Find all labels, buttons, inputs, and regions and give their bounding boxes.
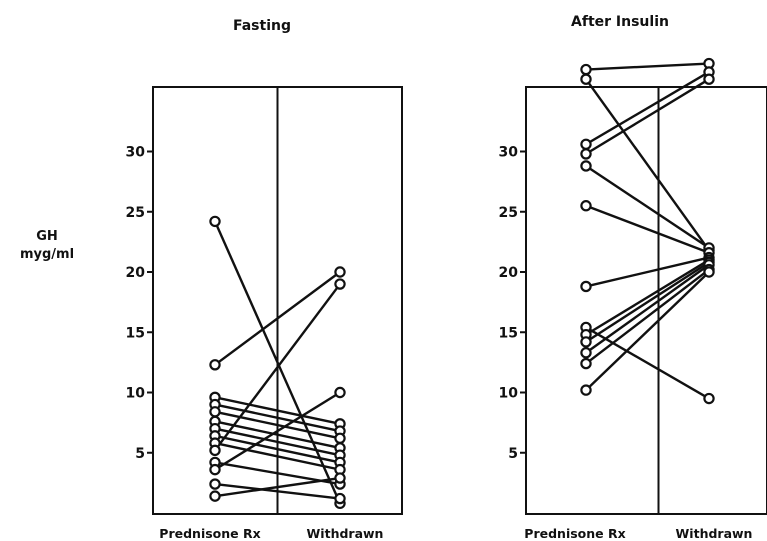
pair-line (214, 410, 341, 440)
data-points (209, 215, 346, 510)
x-category-label: Withdrawn (307, 526, 384, 541)
y-tick-label: 25 (126, 205, 145, 221)
pair-line (585, 204, 710, 254)
pair-line (214, 441, 341, 471)
pair-line (214, 482, 341, 500)
point-prednisone (580, 280, 592, 293)
y-axis-label-line1: GH (36, 229, 58, 244)
y-tick-label: 15 (499, 325, 518, 341)
y-tick-label: 25 (499, 205, 518, 221)
y-tick-label: 15 (126, 325, 145, 341)
point-prednisone (580, 73, 592, 85)
point-withdrawn (334, 472, 346, 484)
data-points (580, 57, 715, 405)
panel-title: After Insulin (571, 14, 669, 30)
point-prednisone (580, 148, 592, 160)
pair-line (585, 256, 710, 288)
point-withdrawn (703, 392, 715, 405)
point-prednisone (209, 359, 221, 371)
x-category-label: Withdrawn (676, 526, 753, 541)
point-withdrawn (334, 492, 346, 505)
pair-line (585, 268, 710, 365)
y-tick-label: 20 (126, 265, 146, 281)
pair-line (585, 258, 710, 336)
point-withdrawn (703, 73, 715, 85)
pair-line (214, 271, 341, 366)
pair-line (585, 78, 710, 252)
point-prednisone (209, 490, 221, 502)
pair-line (214, 434, 341, 464)
point-withdrawn (334, 266, 346, 278)
pair-line (214, 396, 341, 426)
pair-line (585, 263, 710, 354)
y-tick-label: 10 (499, 386, 519, 402)
pair-line (214, 403, 341, 433)
point-prednisone (580, 357, 592, 370)
point-prednisone (209, 463, 221, 476)
y-axis-label-line2: myg/ml (20, 247, 74, 262)
pair-line (585, 271, 710, 391)
pair-line (585, 164, 710, 249)
point-withdrawn (334, 386, 346, 399)
pair-line (585, 70, 710, 146)
y-tick-label: 5 (135, 446, 145, 462)
point-prednisone (209, 406, 221, 418)
y-tick-label: 30 (126, 145, 146, 161)
point-withdrawn (703, 266, 715, 278)
pair-lines (213, 220, 342, 504)
point-prednisone (580, 138, 592, 150)
pair-line (585, 78, 710, 155)
point-prednisone (580, 200, 592, 212)
panel-fasting: Fasting 5 10 15 20 25 30 Prednisone Rx Withdrawn (126, 18, 403, 541)
x-category-label: Prednisone Rx (159, 526, 260, 541)
pair-line (585, 261, 710, 343)
pair-line (213, 220, 342, 504)
panel-title: Fasting (233, 18, 291, 34)
y-tick-label: 5 (508, 446, 518, 462)
point-prednisone (209, 215, 221, 228)
panel-after-insulin: After Insulin 5 10 15 20 25 30 Prednisone Rx Wit… (499, 14, 767, 541)
pair-line (214, 427, 341, 457)
point-prednisone (580, 63, 592, 76)
point-prednisone (580, 336, 592, 348)
pair-line (214, 391, 341, 471)
plot-frame (525, 86, 767, 515)
pair-line (214, 476, 341, 498)
pair-line (214, 283, 341, 452)
point-withdrawn (334, 432, 346, 444)
point-prednisone (580, 160, 592, 172)
pair-line (585, 62, 710, 71)
pair-lines (585, 62, 710, 400)
pair-line (214, 420, 341, 450)
point-prednisone (209, 444, 221, 457)
y-tick-label: 20 (499, 265, 519, 281)
point-withdrawn (334, 278, 346, 290)
point-prednisone (580, 384, 592, 396)
point-prednisone (580, 347, 592, 359)
point-prednisone (209, 478, 221, 490)
x-category-label: Prednisone Rx (524, 526, 625, 541)
y-tick-label: 30 (499, 145, 519, 161)
y-tick-label: 10 (126, 386, 146, 402)
